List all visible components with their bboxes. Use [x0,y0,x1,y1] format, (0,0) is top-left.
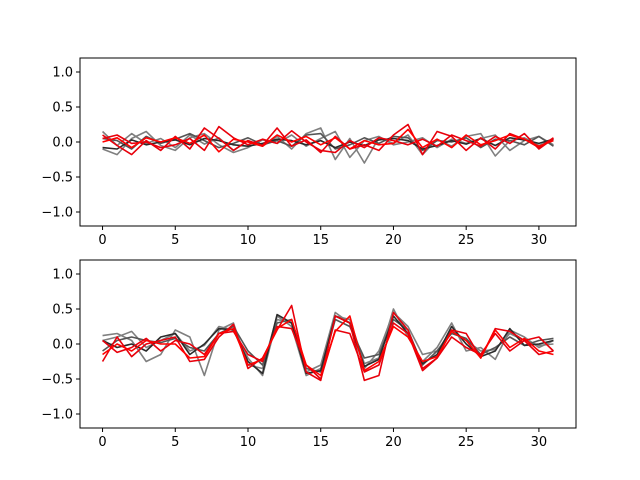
x-tick-label: 15 [312,435,329,450]
y-tick-label: −1.0 [41,408,73,423]
series-line-7 [102,315,554,377]
y-tick-label: 0.0 [52,136,73,151]
x-tick-label: 0 [98,435,106,450]
x-tick-label: 5 [171,233,179,248]
x-tick-label: 5 [171,435,179,450]
x-tick-label: 25 [458,435,475,450]
x-tick-label: 25 [458,233,475,248]
x-tick-label: 15 [312,233,329,248]
x-tick-label: 10 [240,435,257,450]
series-line-6 [102,125,554,154]
y-tick-label: 0.0 [52,338,73,353]
x-tick-label: 30 [531,233,548,248]
y-tick-label: 0.5 [52,101,73,116]
y-tick-label: −1.0 [41,206,73,221]
y-tick-label: −0.5 [41,171,73,186]
subplot-1: 0 5 10 15 20 25 30 −1.0 −0.5 0.0 0.5 1.0 [41,57,577,248]
x-tick-label: 30 [531,435,548,450]
x-tick-label: 20 [385,233,402,248]
subplot-2: 0 5 10 15 20 25 30 −1.0 −0.5 0.0 0.5 1.0 [41,259,577,450]
x-tick-label: 20 [385,435,402,450]
x-tick-label: 10 [240,233,257,248]
y-tick-label: 1.0 [52,66,73,81]
y-tick-label: 0.5 [52,303,73,318]
y-tick-label: −0.5 [41,373,73,388]
x-tick-label: 0 [98,233,106,248]
y-tick-label: 1.0 [52,268,73,283]
series-line-7 [102,128,554,153]
